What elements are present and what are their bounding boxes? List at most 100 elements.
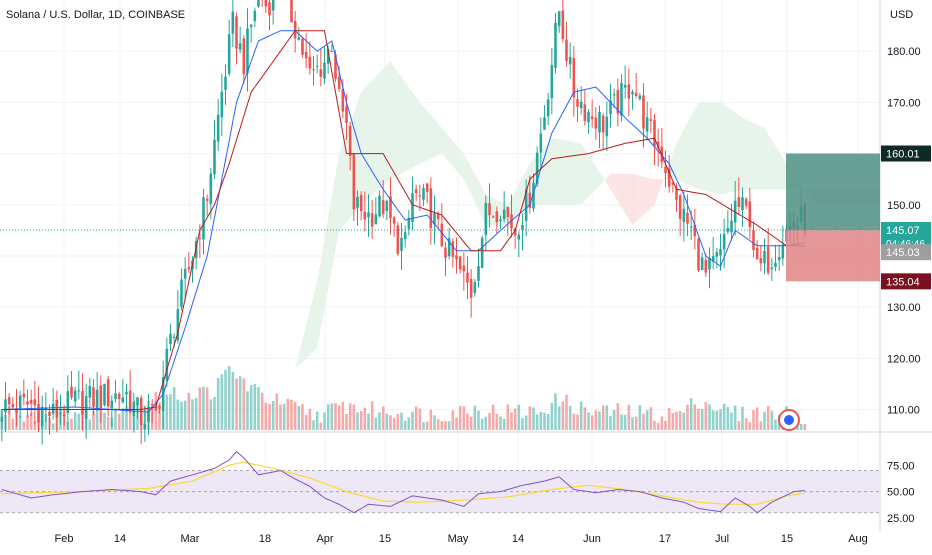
- ichimoku-cloud-segment: [727, 107, 732, 193]
- candle-body: [172, 336, 176, 338]
- x-tick-label: 14: [512, 533, 524, 545]
- ichimoku-cloud-segment: [654, 179, 659, 205]
- candle-body: [15, 408, 18, 413]
- ichimoku-cloud-segment: [595, 166, 600, 190]
- volume-bar: [737, 421, 741, 430]
- candle-body: [675, 188, 678, 200]
- candle-body: [326, 48, 330, 64]
- candle-body: [29, 399, 33, 404]
- volume-bar: [418, 408, 422, 430]
- volume-bar: [18, 415, 22, 430]
- volume-bar: [667, 408, 671, 430]
- candle-body: [345, 106, 348, 123]
- candle-body: [411, 193, 414, 222]
- ichimoku-cloud-segment: [764, 127, 769, 190]
- volume-bar: [425, 421, 429, 430]
- ichimoku-cloud-segment: [683, 122, 688, 185]
- volume-bar: [700, 408, 704, 430]
- volume-bar: [708, 404, 711, 430]
- ichimoku-cloud-segment: [621, 174, 626, 214]
- ichimoku-cloud-segment: [548, 138, 552, 205]
- volume-bar: [422, 422, 425, 430]
- volume-bar: [330, 403, 334, 430]
- candle-body: [110, 400, 114, 409]
- volume-bar: [671, 412, 675, 430]
- volume-bar: [370, 401, 374, 430]
- candle-body: [480, 237, 484, 268]
- ichimoku-cloud-segment: [573, 142, 578, 205]
- volume-bar: [477, 410, 480, 430]
- volume-bar: [499, 416, 502, 430]
- candle-body: [341, 88, 345, 112]
- candle-body: [722, 233, 726, 250]
- candle-body: [180, 279, 183, 308]
- candle-body: [48, 411, 51, 416]
- ichimoku-cloud-segment: [639, 175, 644, 219]
- candle-body: [337, 76, 341, 90]
- ichimoku-cloud-segment: [775, 145, 780, 190]
- ichimoku-cloud-segment: [390, 61, 395, 180]
- volume-bar: [202, 386, 205, 430]
- position-profit-zone[interactable]: [786, 153, 880, 231]
- volume-bar: [33, 420, 37, 430]
- volume-bar: [106, 417, 110, 430]
- candle-body: [524, 189, 528, 221]
- volume-bar: [378, 412, 381, 430]
- ichimoku-cloud-segment: [331, 174, 336, 270]
- candle-body: [132, 401, 136, 416]
- position-loss-zone[interactable]: [786, 230, 880, 282]
- candle-body: [77, 390, 81, 392]
- candle-body: [583, 104, 587, 121]
- volume-bar: [550, 402, 554, 430]
- candle-body: [752, 229, 755, 250]
- volume-bar: [627, 404, 631, 430]
- ichimoku-cloud-segment: [698, 102, 703, 191]
- candle-body: [315, 65, 319, 67]
- volume-bar: [26, 415, 29, 430]
- candle-body: [62, 414, 66, 417]
- volume-bar: [411, 411, 414, 430]
- volume-bar: [722, 403, 726, 430]
- candle-body: [631, 91, 634, 95]
- volume-bar: [187, 392, 191, 430]
- candle-body: [532, 182, 535, 209]
- candle-body: [766, 246, 770, 273]
- x-tick-label: 15: [379, 533, 391, 545]
- ichimoku-cloud-segment: [320, 238, 325, 329]
- ichimoku-cloud-segment: [658, 179, 662, 195]
- volume-bar: [194, 397, 198, 430]
- volume-bar: [730, 412, 733, 430]
- currency-label[interactable]: USD: [890, 9, 914, 21]
- volume-bar: [455, 417, 458, 430]
- volume-bar: [180, 401, 183, 430]
- ichimoku-cloud-segment: [423, 106, 428, 163]
- volume-bar: [396, 414, 400, 430]
- ichimoku-cloud-segment: [691, 109, 695, 188]
- candle-body: [330, 50, 334, 52]
- candle-body: [103, 384, 106, 406]
- volume-bar: [73, 412, 77, 430]
- volume-bar: [51, 423, 55, 430]
- volume-bar: [480, 418, 484, 430]
- candle-body: [748, 201, 752, 228]
- ichimoku-cloud-segment: [588, 154, 593, 198]
- candle-body: [224, 76, 227, 90]
- candle-body: [348, 125, 352, 156]
- y-tick-label: 180.00: [887, 46, 921, 58]
- candle-body: [689, 226, 693, 228]
- ichimoku-cloud-segment: [606, 174, 611, 190]
- candle-body: [238, 43, 242, 50]
- ichimoku-cloud-segment: [782, 157, 787, 190]
- volume-bar: [612, 410, 616, 430]
- ichimoku-cloud-segment: [702, 102, 706, 192]
- ichimoku-cloud-segment: [738, 115, 743, 191]
- candle-body: [557, 11, 561, 27]
- volume-bar: [348, 403, 352, 430]
- ichimoku-cloud-segment: [650, 178, 655, 209]
- candle-body: [425, 183, 429, 193]
- volume-bar: [392, 418, 396, 430]
- volume-bar: [576, 414, 579, 430]
- candle-body: [726, 228, 730, 232]
- ichimoku-cloud-segment: [386, 61, 391, 183]
